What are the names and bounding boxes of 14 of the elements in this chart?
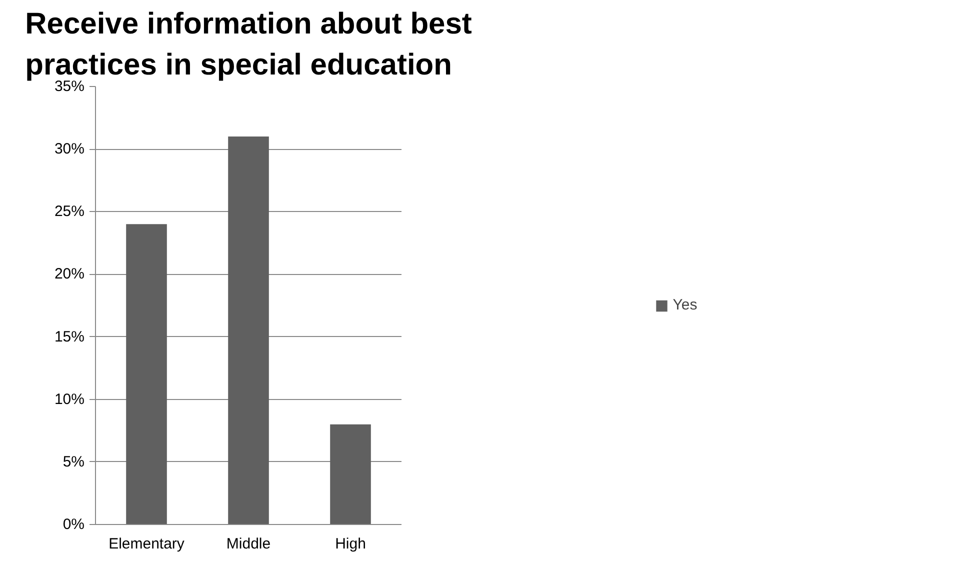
y-tick-label: 5% (62, 453, 85, 470)
y-tick-label: 15% (54, 328, 85, 346)
y-tick-label: 0% (62, 516, 85, 533)
x-tick-label: Elementary (108, 536, 185, 552)
bar (330, 424, 371, 524)
y-tick-label: 20% (54, 266, 85, 283)
y-tick-label: 10% (54, 390, 85, 408)
x-tick-label: Middle (226, 536, 271, 552)
bar (228, 136, 269, 524)
bar (126, 224, 167, 524)
legend-label: Yes (672, 296, 698, 314)
y-tick-label: 25% (54, 203, 85, 220)
x-tick-label: High (335, 536, 366, 552)
y-tick-label: 30% (54, 140, 85, 158)
